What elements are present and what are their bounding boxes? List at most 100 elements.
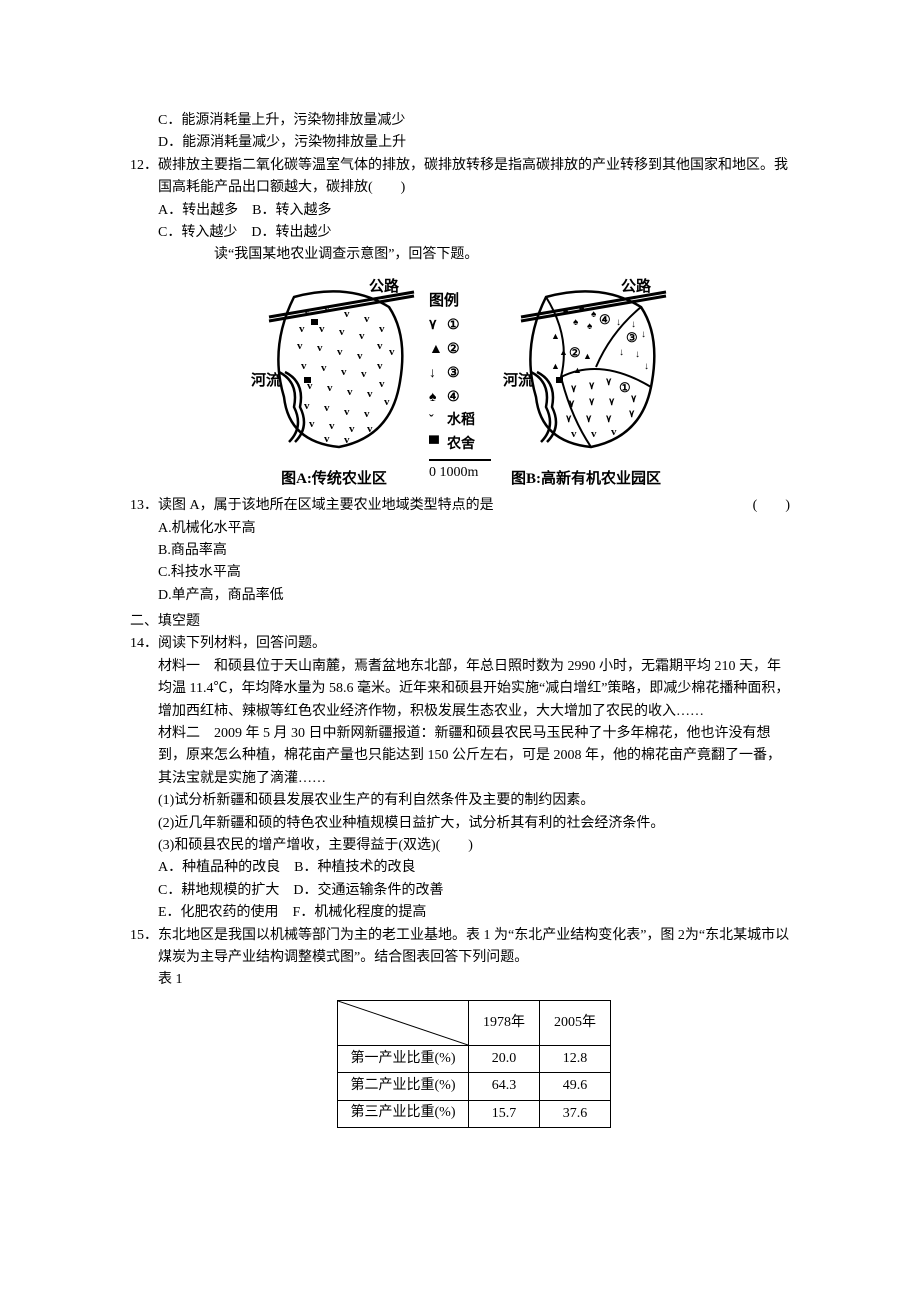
svg-text:v: v [341, 366, 347, 378]
svg-text:v: v [591, 428, 597, 440]
row2-label: 第二产业比重(%) [338, 1073, 469, 1100]
figure-a: 公路 河流 vvvvv vvvvv vvvvvv vvvvv vvvvv vvv… [249, 277, 419, 491]
q14: 14． 阅读下列材料，回答问题。 材料一 和硕县位于天山南麓，焉耆盆地东北部，年… [130, 633, 790, 924]
road-label-b: 公路 [621, 277, 652, 295]
svg-text:v: v [329, 420, 335, 432]
page-root: C．能源消耗量上升，污染物排放量减少 D．能源消耗量减少，污染物排放量上升 12… [0, 0, 920, 1188]
svg-text:v: v [611, 426, 617, 438]
row2-v1: 64.3 [469, 1073, 540, 1100]
row3-v1: 15.7 [469, 1100, 540, 1127]
svg-text:٧: ٧ [628, 409, 635, 420]
svg-text:v: v [359, 330, 365, 342]
q13-option-a: A.机械化水平高 [158, 518, 790, 540]
svg-text:♠: ♠ [579, 303, 585, 314]
svg-text:٧: ٧ [608, 397, 615, 408]
svg-text:v: v [361, 368, 367, 380]
figure-a-caption: 图A:传统农业区 [249, 467, 419, 491]
q15: 15． 东北地区是我国以机械等部门为主的老工业基地。表 1 为“东北产业结构变化… [130, 925, 790, 1128]
svg-text:↓: ↓ [616, 317, 621, 328]
table-col-1978: 1978年 [469, 1000, 540, 1045]
table-row: 第三产业比重(%) 15.7 37.6 [338, 1100, 611, 1127]
svg-text:▲: ▲ [551, 361, 560, 371]
q11-option-d: D．能源消耗量减少，污染物排放量上升 [130, 132, 790, 154]
legend-title: 图例 [429, 289, 491, 315]
svg-text:v: v [344, 406, 350, 418]
legend-item-5: ˇ水稻 [429, 409, 491, 433]
q13-bracket: ( ) [753, 495, 790, 517]
svg-text:v: v [571, 428, 577, 440]
svg-text:↓: ↓ [641, 329, 646, 340]
q15-number: 15． [130, 925, 158, 1128]
section-2-heading: 二、填空题 [130, 611, 790, 633]
svg-text:٧: ٧ [588, 381, 595, 392]
svg-text:♠: ♠ [573, 317, 579, 328]
road-label-a: 公路 [369, 277, 400, 295]
q14-number: 14． [130, 633, 158, 924]
svg-text:٧: ٧ [570, 384, 577, 395]
svg-text:v: v [367, 423, 373, 435]
svg-text:↓: ↓ [619, 347, 624, 358]
q14-option-ab: A．种植品种的改良 B．种植技术的改良 [158, 857, 790, 879]
svg-text:▲: ▲ [551, 331, 560, 341]
row2-v2: 49.6 [540, 1073, 611, 1100]
svg-text:٧: ٧ [605, 414, 612, 425]
figure-b: 公路 河流 ④ ③ ② ① ♠♠♠♠♠ ↓↓↓↓↓↓ [501, 277, 671, 491]
q15-stem: 东北地区是我国以机械等部门为主的老工业基地。表 1 为“东北产业结构变化表”，图… [158, 925, 790, 970]
q13-option-d: D.单产高，商品率低 [158, 585, 790, 607]
svg-text:▲: ▲ [583, 351, 592, 361]
q14-option-ef: E．化肥农药的使用 F．机械化程度的提高 [158, 902, 790, 924]
q14-sub3: (3)和硕县农民的增产增收，主要得益于(双选)( ) [158, 835, 790, 857]
svg-text:v: v [349, 423, 355, 435]
svg-text:②: ② [569, 345, 581, 360]
svg-text:v: v [379, 378, 385, 390]
svg-text:v: v [319, 323, 325, 335]
q14-option-cd: C．耕地规模的扩大 D．交通运输条件的改善 [158, 880, 790, 902]
svg-text:٧: ٧ [630, 394, 637, 405]
svg-text:v: v [347, 386, 353, 398]
row1-v2: 12.8 [540, 1045, 611, 1072]
row1-label: 第一产业比重(%) [338, 1045, 469, 1072]
svg-text:v: v [324, 433, 330, 445]
svg-text:v: v [344, 434, 350, 446]
legend-item-3: ↓③ [429, 362, 491, 386]
svg-text:٧: ٧ [565, 414, 572, 425]
q13-stem: 读图 A，属于该地所在区域主要农业地域类型特点的是 [158, 498, 494, 513]
svg-text:↓: ↓ [631, 319, 636, 330]
q12-option-cd: C．转入越少 D．转出越少 [158, 222, 790, 244]
svg-text:v: v [324, 402, 330, 414]
svg-text:↓: ↓ [644, 361, 649, 372]
q13-option-c: C.科技水平高 [158, 562, 790, 584]
table-row: 第一产业比重(%) 20.0 12.8 [338, 1045, 611, 1072]
legend-item-6: ▀农舍 [429, 433, 491, 457]
q12-number: 12． [130, 155, 158, 267]
svg-text:①: ① [619, 380, 631, 395]
figure-a-svg: 公路 河流 vvvvv vvvvv vvvvvv vvvvv vvvvv vvv… [249, 277, 419, 457]
river-label-a: 河流 [251, 371, 281, 389]
svg-text:v: v [364, 408, 370, 420]
figure-b-svg: 公路 河流 ④ ③ ② ① ♠♠♠♠♠ ↓↓↓↓↓↓ [501, 277, 671, 457]
svg-text:v: v [377, 360, 383, 372]
table-1: 1978年 2005年 第一产业比重(%) 20.0 12.8 第二产业比重(%… [337, 1000, 611, 1128]
svg-text:v: v [304, 306, 310, 318]
river-label-b: 河流 [503, 371, 533, 389]
svg-text:v: v [357, 350, 363, 362]
q12-lead: 读“我国某地农业调查示意图”，回答下题。 [158, 244, 790, 266]
q12-stem: 碳排放主要指二氧化碳等温室气体的排放，碳排放转移是指高碳排放的产业转移到其他国家… [158, 155, 790, 200]
q14-material-1: 材料一 和硕县位于天山南麓，焉耆盆地东北部，年总日照时数为 2990 小时，无霜… [158, 656, 790, 723]
scale-bar: 0 1000m [429, 459, 491, 485]
svg-text:v: v [317, 342, 323, 354]
svg-text:v: v [367, 388, 373, 400]
svg-text:▲: ▲ [559, 347, 568, 357]
svg-text:v: v [299, 323, 305, 335]
svg-text:v: v [389, 346, 395, 358]
q13-number: 13． [130, 495, 158, 607]
svg-text:٧: ٧ [585, 414, 592, 425]
q14-material-2: 材料二 2009 年 5 月 30 日中新网新疆报道：新疆和硕县农民马玉民种了十… [158, 723, 790, 790]
svg-text:③: ③ [626, 330, 638, 345]
svg-text:▲: ▲ [573, 365, 582, 375]
q11-option-c: C．能源消耗量上升，污染物排放量减少 [130, 110, 790, 132]
table-row: 第二产业比重(%) 64.3 49.6 [338, 1073, 611, 1100]
svg-text:٧: ٧ [568, 399, 575, 410]
svg-text:v: v [379, 323, 385, 335]
svg-text:v: v [297, 340, 303, 352]
